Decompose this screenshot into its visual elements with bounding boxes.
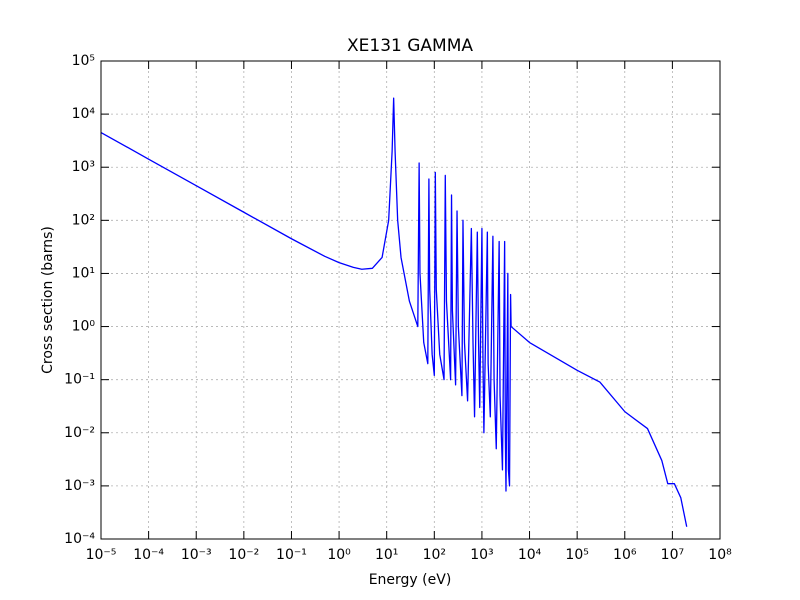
plot-frame <box>100 60 721 540</box>
y-tick-label: 10⁰ <box>72 319 96 335</box>
x-tick-label: 10⁻³ <box>181 547 212 563</box>
x-tick-label: 10³ <box>470 547 493 563</box>
y-tick-label: 10⁴ <box>72 106 96 122</box>
x-tick-label: 10⁻² <box>228 547 259 563</box>
y-tick-label: 10¹ <box>72 265 95 281</box>
data-line <box>100 97 688 527</box>
y-tick-label: 10⁵ <box>72 53 95 69</box>
x-tick-label: 10⁻¹ <box>276 547 307 563</box>
x-tick-label: 10² <box>423 547 446 563</box>
x-tick-label: 10⁸ <box>708 547 732 563</box>
y-tick-label: 10³ <box>72 159 95 175</box>
y-tick-label: 10⁻³ <box>64 478 95 494</box>
y-tick-label: 10² <box>72 212 95 228</box>
x-tick-label: 10⁴ <box>518 547 542 563</box>
y-tick-label: 10⁻⁴ <box>64 531 95 547</box>
x-tick-label: 10⁵ <box>565 547 588 563</box>
x-tick-label: 10⁰ <box>327 547 351 563</box>
x-tick-label: 10⁻⁵ <box>86 547 117 563</box>
y-tick-label: 10⁻² <box>64 425 95 441</box>
chart-title: XE131 GAMMA <box>347 36 473 56</box>
x-tick-label: 10¹ <box>375 547 398 563</box>
y-tick-label: 10⁻¹ <box>64 372 95 388</box>
x-tick-label: 10⁻⁴ <box>133 547 164 563</box>
x-tick-label: 10⁶ <box>613 547 637 563</box>
y-axis-label: Cross section (barns) <box>40 226 56 374</box>
x-axis-label: Energy (eV) <box>369 572 452 588</box>
x-tick-label: 10⁷ <box>661 547 684 563</box>
